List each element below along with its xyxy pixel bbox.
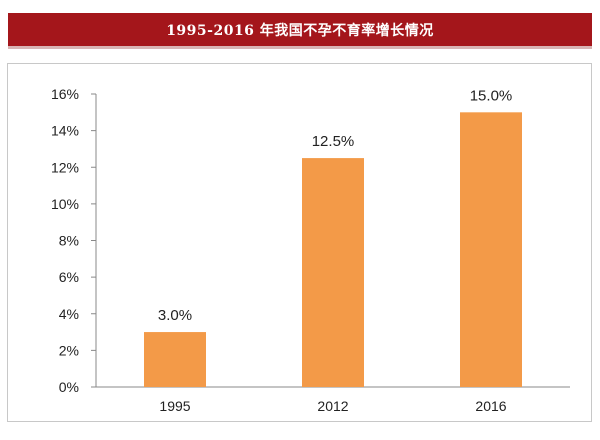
chart-title: 1995-2016 年我国不孕不育率增长情况 — [166, 22, 434, 39]
y-tick-label: 16% — [51, 86, 79, 102]
chart-title-bar: 1995-2016 年我国不孕不育率增长情况 — [8, 13, 592, 49]
y-tick-label: 4% — [59, 306, 79, 322]
x-tick-label: 2012 — [317, 398, 348, 414]
y-tick-label: 0% — [59, 379, 79, 395]
chart-frame — [7, 63, 592, 422]
bar — [144, 332, 206, 387]
bar — [460, 112, 522, 387]
y-tick-label: 6% — [59, 269, 79, 285]
bar-value-label: 12.5% — [312, 133, 355, 150]
y-tick-label: 12% — [51, 159, 79, 175]
bar-value-label: 3.0% — [158, 307, 192, 324]
chart-bars — [144, 112, 522, 387]
bar-value-label: 15.0% — [470, 87, 513, 104]
y-tick-label: 10% — [51, 196, 79, 212]
bar — [302, 158, 364, 387]
x-tick-label: 2016 — [475, 398, 506, 414]
y-tick-label: 2% — [59, 342, 79, 358]
y-tick-label: 14% — [51, 123, 79, 139]
y-tick-label: 8% — [59, 233, 79, 249]
x-tick-label: 1995 — [159, 398, 190, 414]
chart-labels: 0% 2% 4% 6% 8% 10% 12% 14% 16% 3.0% 1995 12.5% 2012 1… — [51, 86, 512, 414]
